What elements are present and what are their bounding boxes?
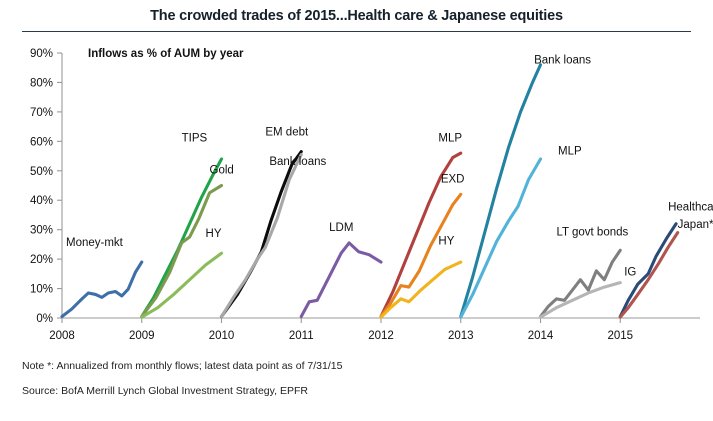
title-divider [22, 31, 691, 32]
series-line [379, 260, 463, 319]
chart-axes: 0% 10% 20% 30% 40% 50% 60% 70% 80% 90% 2008 2009 201… [30, 48, 700, 342]
y-axis-tick-label: 50% [30, 166, 53, 178]
y-axis-tick-label: 30% [30, 225, 53, 237]
chart-title: The crowded trades of 2015...Health care… [150, 8, 563, 24]
series-label: TIPS [182, 132, 208, 144]
series-label: EM debt [265, 126, 309, 138]
series-label: Japan* [678, 219, 713, 231]
series-line [140, 157, 224, 319]
x-axis-tick-label: 2010 [209, 330, 235, 342]
series-label: MLP [438, 132, 462, 144]
series-label: HY [438, 235, 454, 247]
series-label: LDM [329, 222, 353, 234]
series-label: Bank loans [534, 54, 591, 66]
series-line [459, 63, 543, 319]
series-labels: Money-mkt TIPS Gold HY EM debt Bank loans LDM M… [66, 54, 713, 278]
series-label: HY [206, 228, 222, 240]
y-axis-tick-label: 80% [30, 77, 53, 89]
series-line [60, 260, 144, 319]
y-axis-tick-label: 90% [30, 48, 53, 60]
x-axis-tick-label: 2009 [129, 330, 155, 342]
x-axis-tick-label: 2008 [49, 330, 75, 342]
series-line [140, 251, 224, 319]
chart-subtitle: Inflows as % of AUM by year [88, 48, 244, 60]
series-line [459, 157, 543, 319]
series-label: LT govt bonds [556, 227, 628, 239]
y-axis-tick-label: 60% [30, 136, 53, 148]
series-line [379, 151, 463, 319]
series-label: IG [624, 266, 636, 278]
x-axis-tick-label: 2011 [289, 330, 314, 342]
y-axis-tick-label: 10% [30, 284, 53, 296]
series-line [618, 231, 680, 319]
chart-series [60, 63, 680, 319]
y-axis-tick-label: 0% [36, 313, 53, 325]
series-label: Bank loans [269, 156, 326, 168]
x-axis-tick-label: 2012 [368, 330, 394, 342]
series-label: EXD [441, 174, 465, 186]
series-line [140, 183, 224, 319]
y-axis-tick-label: 70% [30, 107, 53, 119]
y-axis-tick-label: 20% [30, 254, 53, 266]
y-axis-tick-label: 40% [30, 195, 53, 207]
series-line [379, 192, 463, 319]
series-label: Gold [210, 165, 234, 177]
series-label: Money-mkt [66, 237, 124, 249]
chart-note: Note *: Annualized from monthly flows; l… [22, 360, 343, 372]
series-label: MLP [558, 146, 582, 158]
series-line [538, 248, 622, 319]
x-axis-tick-label: 2015 [607, 330, 633, 342]
x-axis-tick-label: 2014 [528, 330, 554, 342]
series-line [219, 153, 303, 319]
chart-source: Source: BofA Merrill Lynch Global Invest… [22, 385, 308, 397]
x-axis-tick-label: 2013 [448, 330, 474, 342]
series-line [618, 222, 678, 319]
series-line [299, 241, 383, 319]
series-line [538, 281, 622, 319]
